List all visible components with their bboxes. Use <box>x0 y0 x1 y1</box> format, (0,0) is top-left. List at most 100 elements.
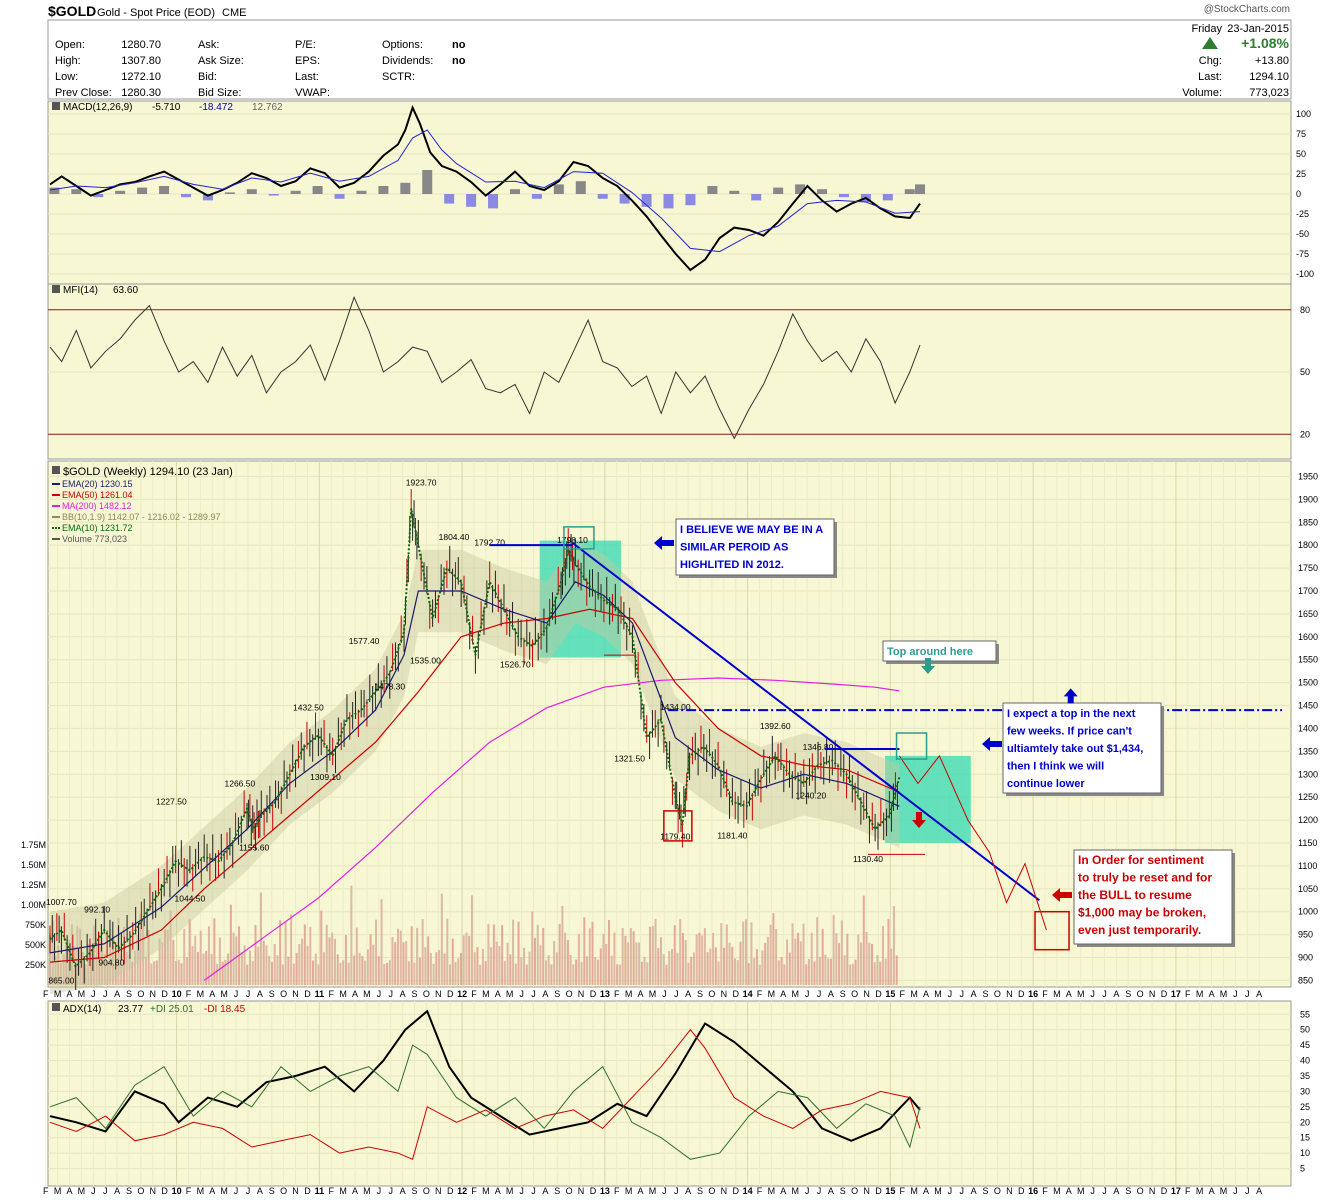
volume-bar <box>399 930 402 985</box>
watermark: @StockCharts.com <box>1204 4 1290 15</box>
mfi-y-tick: 20 <box>1300 429 1310 439</box>
volume-bar <box>802 923 805 985</box>
volume-y-tick: 500K <box>25 940 46 950</box>
adx-x-tick: O <box>137 1186 144 1196</box>
price-legend-entry: EMA(10) 1231.72 <box>62 523 133 533</box>
volume-bar <box>523 947 526 985</box>
price-x-tick: O <box>708 989 715 999</box>
price-x-tick: A <box>638 989 644 999</box>
volume-bar <box>243 945 246 985</box>
price-label: 1155.60 <box>239 842 269 852</box>
left-arrow-icon <box>1052 888 1072 902</box>
volume-bar <box>386 962 389 985</box>
volume-bar <box>492 924 495 985</box>
volume-bars <box>49 885 898 985</box>
adx-x-tick: N <box>435 1186 442 1196</box>
volume-bar <box>325 924 328 985</box>
volume-bar <box>736 960 739 985</box>
price-x-tick: S <box>983 989 989 999</box>
volume-bar <box>577 933 580 985</box>
volume-bar <box>460 952 463 985</box>
volume-bar <box>618 964 621 985</box>
volume-y-tick: 250K <box>25 960 46 970</box>
volume-bar <box>599 948 602 985</box>
macd-histogram-bar <box>553 184 564 194</box>
macd-legend-icon <box>52 102 60 110</box>
volume-bar <box>506 942 509 985</box>
volume-bar <box>714 947 717 985</box>
macd-histogram-bar <box>531 194 542 199</box>
quote-date: 23-Jan-2015 <box>1227 23 1289 35</box>
macd-y-tick: 0 <box>1296 189 1301 199</box>
bollinger-band <box>50 540 900 995</box>
price-x-tick: J <box>519 989 524 999</box>
adx-x-tick: 12 <box>457 1186 467 1196</box>
volume-bar <box>317 964 320 985</box>
volume-bar <box>794 938 797 985</box>
volume-bar <box>788 952 791 985</box>
adx-panel <box>47 1000 1292 1187</box>
quote-label: Options: <box>382 39 423 51</box>
volume-bar <box>849 964 852 985</box>
volume-y-tick: 750K <box>25 920 46 930</box>
adx-legend-name: ADX(14) <box>63 1004 101 1015</box>
annotation-text: $1,000 may be broken, <box>1078 906 1206 920</box>
quote-label: Last: <box>1198 71 1222 83</box>
annotation-text: SIMILAR PEROID AS <box>680 542 788 554</box>
volume-bar <box>701 935 704 985</box>
volume-bar <box>728 942 731 985</box>
price-x-tick: J <box>805 989 810 999</box>
macd-legend-value: 12.762 <box>252 102 283 113</box>
volume-bar <box>725 924 728 985</box>
volume-bar <box>712 932 715 985</box>
volume-bar <box>514 963 517 985</box>
volume-bar <box>561 906 564 985</box>
volume-bar <box>427 936 430 985</box>
macd-histogram-bar <box>290 190 301 194</box>
macd-histogram-bar <box>268 194 279 196</box>
volume-bar <box>210 954 213 985</box>
quote-day: Friday <box>1191 23 1222 35</box>
volume-bar <box>164 929 167 985</box>
volume-bar <box>366 949 369 985</box>
quote-value: no <box>452 55 466 67</box>
volume-bar <box>651 926 654 985</box>
adx-x-tick: F <box>1185 1186 1191 1196</box>
volume-bar <box>843 955 846 985</box>
price-x-tick: A <box>400 989 406 999</box>
volume-bar <box>531 911 534 985</box>
price-x-tick: M <box>339 989 347 999</box>
volume-bar <box>377 956 380 985</box>
macd-histogram-bar <box>729 190 740 194</box>
volume-bar <box>342 960 345 985</box>
volume-bar <box>188 919 191 985</box>
volume-bar <box>698 932 701 985</box>
quote-label: VWAP: <box>295 87 330 99</box>
adx-y-tick: 15 <box>1300 1133 1310 1143</box>
price-y-tick: 1850 <box>1298 517 1318 527</box>
volume-bar <box>257 946 260 985</box>
volume-bar <box>575 959 578 985</box>
symbol-description: Gold - Spot Price (EOD) <box>97 7 215 19</box>
macd-histogram-bar <box>444 194 455 204</box>
price-x-tick: A <box>828 989 834 999</box>
quote-value: +13.80 <box>1255 55 1289 67</box>
adx-x-tick: J <box>1245 1186 1250 1196</box>
volume-bar <box>57 945 60 985</box>
price-x-tick: A <box>685 989 691 999</box>
volume-bar <box>49 933 51 985</box>
price-legend-icon <box>52 466 60 474</box>
price-y-tick: 1250 <box>1298 792 1318 802</box>
price-label: 1227.50 <box>156 796 187 806</box>
volume-bar <box>484 961 487 985</box>
adx-x-tick: A <box>209 1186 215 1196</box>
price-x-tick: A <box>1209 989 1215 999</box>
adx-x-tick: A <box>542 1186 548 1196</box>
volume-bar <box>851 963 854 985</box>
volume-bar <box>591 921 594 985</box>
price-x-tick: M <box>1220 989 1228 999</box>
volume-bar <box>95 936 98 985</box>
price-x-tick: M <box>197 989 205 999</box>
price-x-tick: J <box>246 989 251 999</box>
volume-bar <box>353 955 356 985</box>
